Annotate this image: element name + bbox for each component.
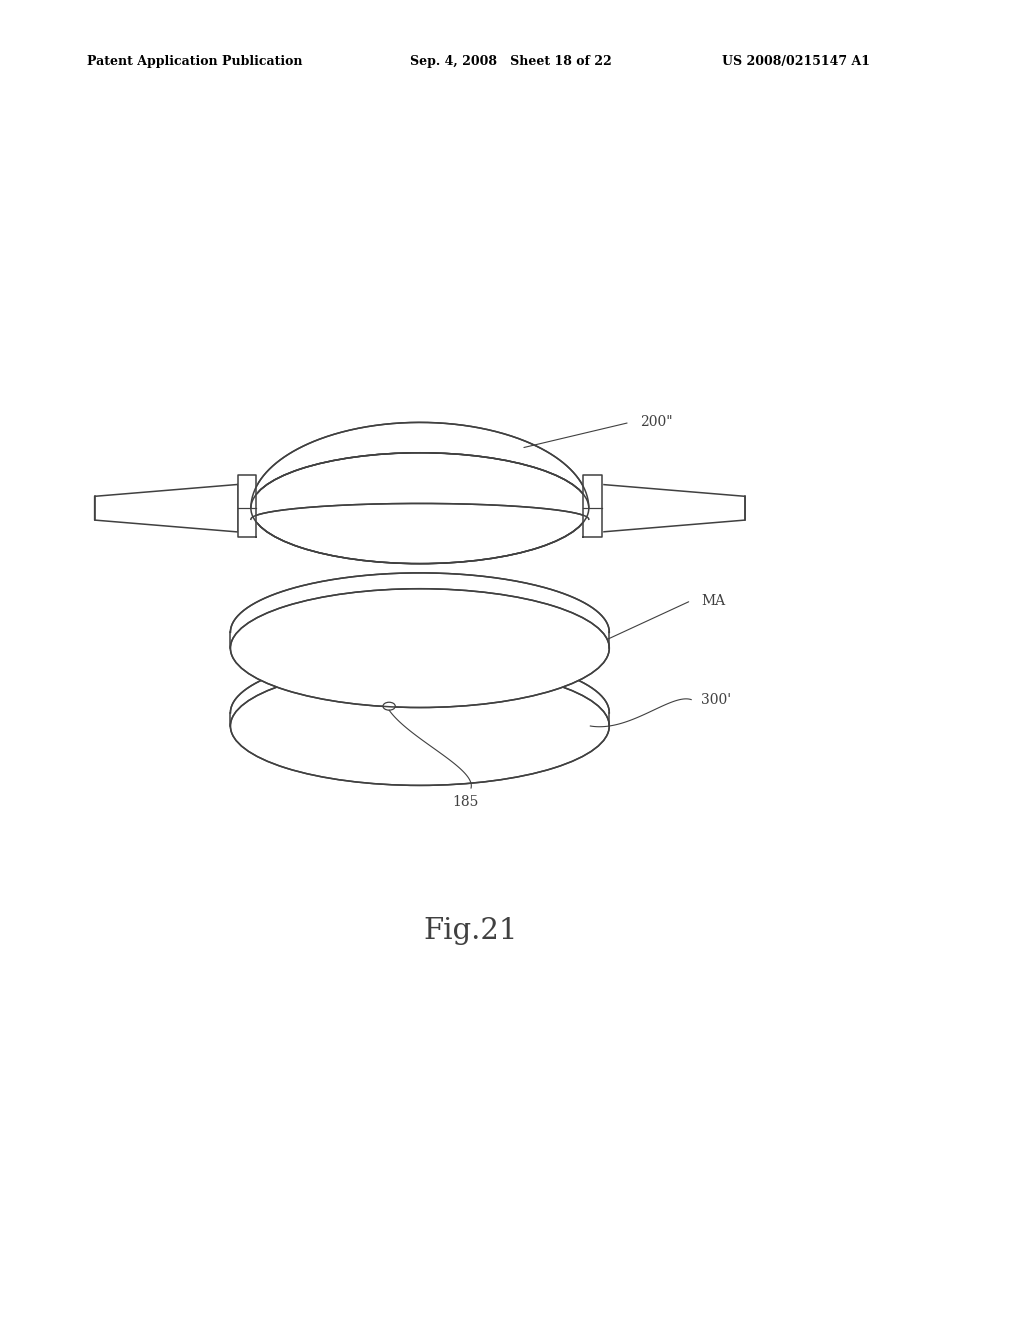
Ellipse shape — [230, 589, 609, 708]
Text: 185: 185 — [453, 795, 479, 809]
Polygon shape — [602, 484, 745, 532]
Ellipse shape — [230, 667, 609, 785]
Polygon shape — [584, 475, 602, 537]
Text: 300': 300' — [701, 693, 731, 706]
Text: Sep. 4, 2008   Sheet 18 of 22: Sep. 4, 2008 Sheet 18 of 22 — [410, 55, 611, 69]
Text: US 2008/0215147 A1: US 2008/0215147 A1 — [722, 55, 870, 69]
Text: Fig.21: Fig.21 — [424, 916, 518, 945]
Polygon shape — [238, 475, 256, 537]
Text: Patent Application Publication: Patent Application Publication — [87, 55, 302, 69]
Ellipse shape — [383, 702, 395, 710]
Polygon shape — [94, 484, 238, 532]
Ellipse shape — [251, 453, 589, 564]
Text: MA: MA — [701, 594, 726, 607]
Text: 200": 200" — [640, 416, 673, 429]
